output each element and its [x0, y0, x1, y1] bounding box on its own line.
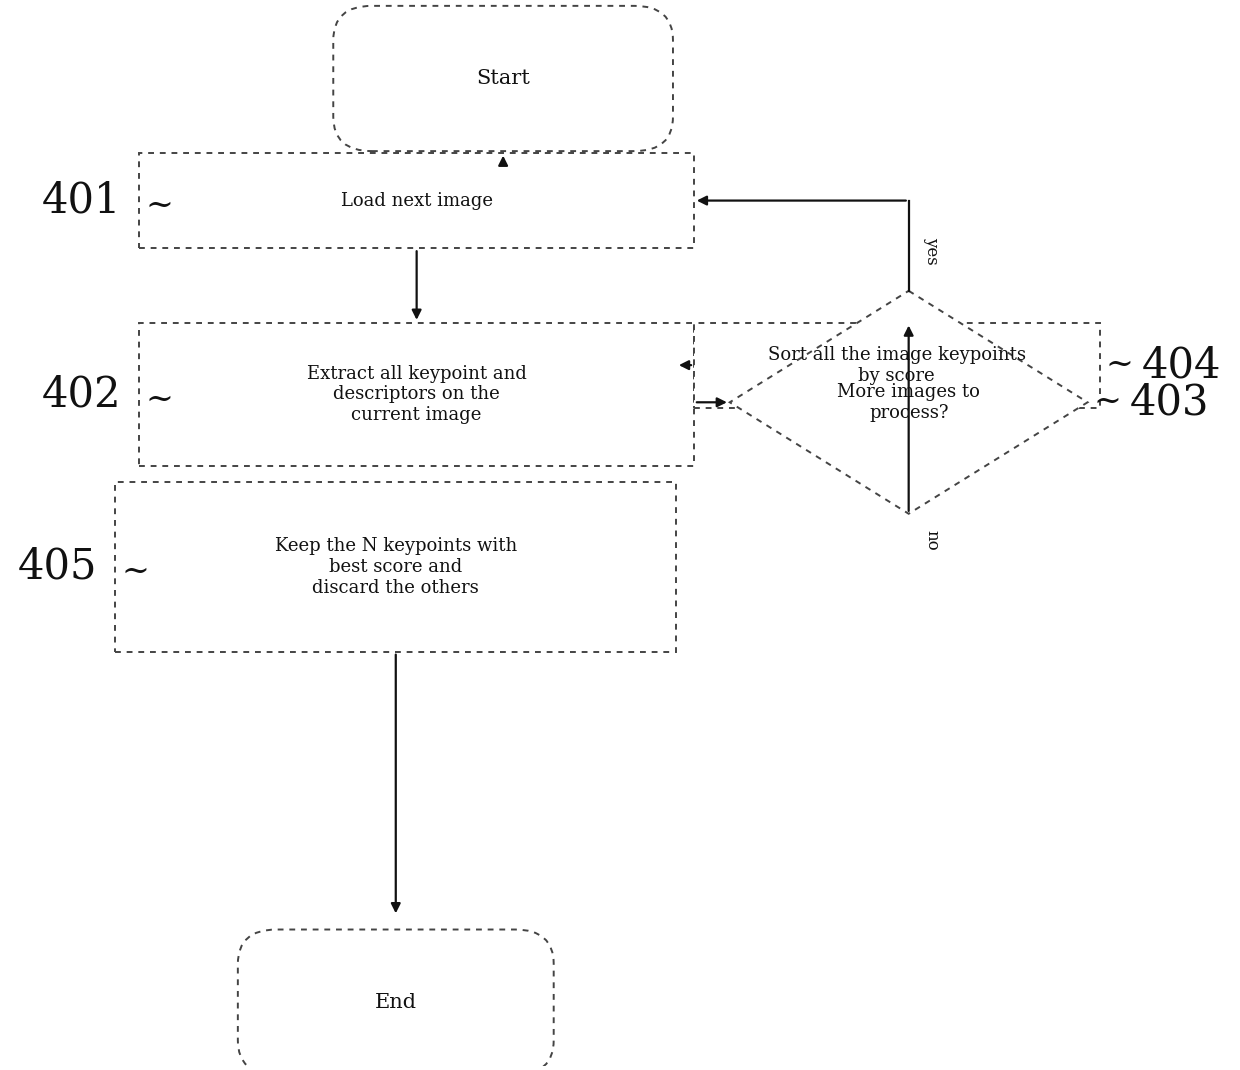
Text: 404: 404 [1141, 345, 1220, 386]
Text: Keep the N keypoints with
best score and
discard the others: Keep the N keypoints with best score and… [274, 537, 517, 597]
Text: More images to
process?: More images to process? [837, 383, 980, 422]
Text: ~: ~ [1094, 386, 1121, 418]
Text: Start: Start [476, 68, 529, 88]
Text: ~: ~ [1106, 349, 1133, 381]
Text: 402: 402 [42, 373, 122, 415]
Text: Sort all the image keypoints
by score: Sort all the image keypoints by score [768, 346, 1025, 384]
FancyBboxPatch shape [115, 482, 676, 652]
Text: ~: ~ [122, 556, 149, 588]
FancyBboxPatch shape [694, 323, 1100, 408]
Text: 401: 401 [42, 180, 122, 221]
Text: ~: ~ [145, 189, 174, 221]
Text: Extract all keypoint and
descriptors on the
current image: Extract all keypoint and descriptors on … [306, 365, 527, 424]
FancyBboxPatch shape [238, 930, 554, 1070]
Text: Load next image: Load next image [341, 192, 492, 210]
Text: no: no [923, 530, 940, 550]
Text: ~: ~ [145, 384, 174, 415]
Polygon shape [730, 291, 1087, 514]
Text: yes: yes [923, 236, 940, 264]
FancyBboxPatch shape [139, 153, 694, 248]
FancyBboxPatch shape [334, 5, 673, 151]
Text: 405: 405 [19, 546, 98, 587]
Text: 403: 403 [1130, 381, 1209, 424]
FancyBboxPatch shape [139, 323, 694, 467]
Text: End: End [374, 993, 417, 1011]
